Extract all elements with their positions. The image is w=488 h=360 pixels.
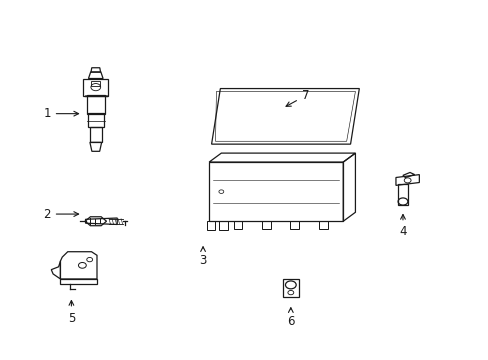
Text: 2: 2: [43, 208, 79, 221]
Text: 7: 7: [285, 89, 308, 106]
Text: 5: 5: [67, 301, 75, 325]
Text: 6: 6: [286, 308, 294, 328]
Text: 4: 4: [398, 215, 406, 238]
Text: 3: 3: [199, 247, 206, 267]
Text: 1: 1: [43, 107, 79, 120]
